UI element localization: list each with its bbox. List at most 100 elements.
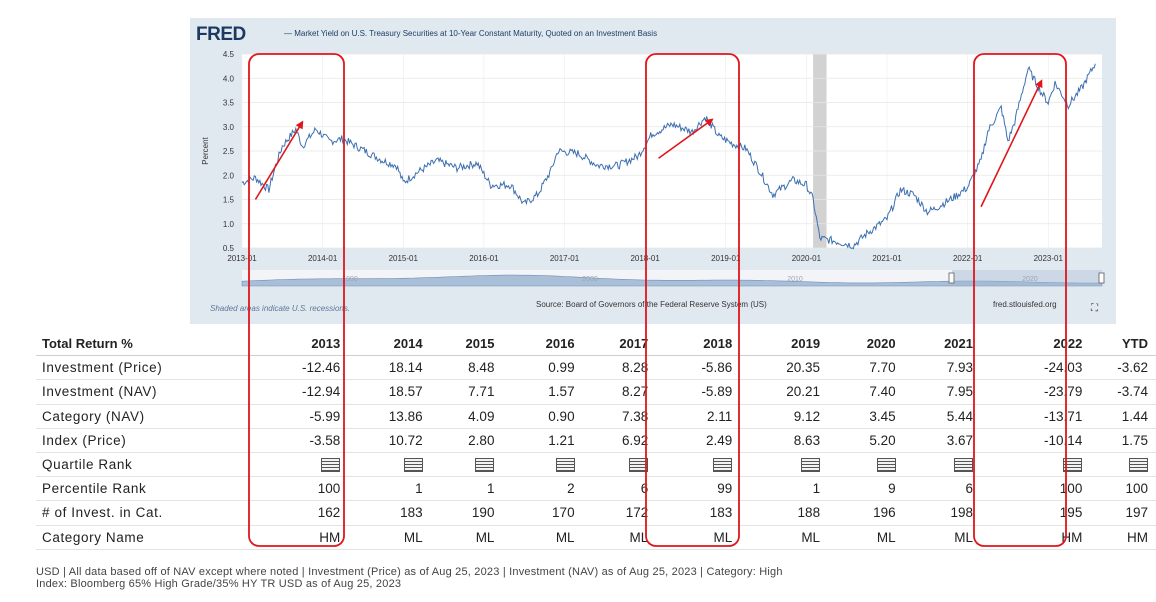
x-tick-label: 2020-01 — [792, 254, 822, 263]
fred-chart-panel: 0.5 1.0 1.5 2.0 2.5 3.0 3.5 4.0 4.5 2013-01 2014-0… — [190, 18, 1116, 324]
table-body: Investment (Price) -12.46 18.14 8.48 0.99 8.2… — [36, 355, 1156, 550]
overview-year-label: 1990 — [342, 276, 358, 283]
table-cell: 183 — [348, 500, 431, 526]
table-cell: 9.12 — [740, 404, 829, 429]
table-cell: 20.35 — [740, 355, 829, 381]
table-cell: 7.70 — [828, 355, 904, 381]
fred-chart-svg: 0.5 1.0 1.5 2.0 2.5 3.0 3.5 4.0 4.5 2013-01 2014-0… — [201, 50, 1105, 287]
quartile-rank-icon — [801, 457, 821, 472]
table-cell: 3.45 — [828, 404, 904, 429]
table-cell: 2.11 — [656, 404, 741, 429]
expand-icon[interactable]: ⛶ — [1091, 303, 1098, 314]
quartile-cell — [656, 452, 741, 478]
year-header-2021: 2021 — [903, 332, 981, 357]
row-label: Category Name — [36, 525, 255, 550]
table-cell: 2.49 — [656, 428, 741, 453]
fred-url-link[interactable]: fred.stlouisfed.org — [993, 300, 1057, 309]
table-cell: -24.03 — [980, 355, 1091, 381]
table-cell: -13.71 — [980, 404, 1091, 429]
quartile-cell — [903, 452, 981, 478]
table-cell: 197 — [1090, 500, 1156, 526]
table-cell: 13.86 — [348, 404, 431, 429]
total-return-header: Total Return % — [36, 332, 255, 357]
footnote: USD | All data based off of NAV except w… — [36, 566, 1154, 590]
row-label: Index (Price) — [36, 428, 255, 453]
table-row: Category (NAV) -5.99 13.86 4.09 0.90 7.38 2.11… — [36, 404, 1156, 429]
table-cell: 20.21 — [740, 379, 829, 405]
table-cell: ML — [656, 525, 741, 550]
x-tick-label: 2023-01 — [1034, 254, 1064, 263]
quartile-cell — [430, 452, 503, 478]
table-cell: 190 — [430, 500, 503, 526]
quartile-rank-icon — [1063, 457, 1083, 472]
y-tick-label: 2.0 — [223, 171, 235, 180]
table-cell: HM — [1090, 525, 1156, 550]
table-cell: 172 — [582, 500, 657, 526]
table-cell: 4.09 — [430, 404, 503, 429]
y-tick-label: 2.5 — [223, 147, 235, 156]
table-cell: -3.74 — [1090, 379, 1156, 405]
table-cell: -10.14 — [980, 428, 1091, 453]
quartile-rank-icon — [321, 457, 341, 472]
quartile-cell — [348, 452, 431, 478]
table-row: Index (Price) -3.58 10.72 2.80 1.21 6.92 2.49 8… — [36, 428, 1156, 453]
recession-note: Shaded areas indicate U.S. recessions. — [210, 304, 351, 313]
chart-series-title[interactable]: — Market Yield on U.S. Treasury Securiti… — [284, 29, 658, 38]
table-header-row: Total Return % 2013 2014 2015 2016 2017 2018 2… — [36, 332, 1156, 357]
row-label: Quartile Rank — [36, 452, 255, 478]
quartile-cell — [980, 452, 1091, 478]
table-cell: 100 — [1090, 476, 1156, 502]
quartile-cell — [828, 452, 904, 478]
table-cell: 1 — [348, 476, 431, 502]
y-tick-label: 4.5 — [223, 50, 235, 59]
table-cell: 7.40 — [828, 379, 904, 405]
x-tick-label: 2014-01 — [308, 254, 338, 263]
table-cell: -5.89 — [656, 379, 741, 405]
year-header-2014: 2014 — [348, 332, 431, 357]
table-cell: 1 — [430, 476, 503, 502]
table-cell: 196 — [828, 500, 904, 526]
year-header-2020: 2020 — [828, 332, 904, 357]
table-cell: 1.57 — [502, 379, 583, 405]
x-tick-label: 2013-01 — [227, 254, 257, 263]
table-row: Investment (Price) -12.46 18.14 8.48 0.99 8.2… — [36, 355, 1156, 381]
table-cell: -12.94 — [254, 379, 349, 405]
table-cell: 6.92 — [582, 428, 657, 453]
year-header-2019: 2019 — [740, 332, 829, 357]
table-row: Category Name HM ML ML ML ML ML ML ML ML HM HM — [36, 525, 1156, 550]
y-tick-label: 1.5 — [223, 196, 235, 205]
table-cell: 8.48 — [430, 355, 503, 381]
x-tick-label: 2015-01 — [389, 254, 419, 263]
table-row: Investment (NAV) -12.94 18.57 7.71 1.57 8.27-… — [36, 379, 1156, 405]
x-tick-label: 2016-01 — [469, 254, 499, 263]
table-cell: -23.79 — [980, 379, 1091, 405]
table-cell: 100 — [254, 476, 349, 502]
table-cell: 6 — [903, 476, 981, 502]
y-tick-label: 4.0 — [223, 74, 235, 83]
table-cell: 0.99 — [502, 355, 583, 381]
overview-year-label: 2020 — [1022, 276, 1038, 283]
overview-year-label: 2010 — [787, 276, 803, 283]
row-label: Investment (NAV) — [36, 379, 255, 405]
y-axis-label: Percent — [201, 136, 210, 164]
table-cell: 195 — [980, 500, 1091, 526]
row-label: Category (NAV) — [36, 404, 255, 429]
table-cell: ML — [430, 525, 503, 550]
table-cell: 188 — [740, 500, 829, 526]
fred-logo[interactable]: FRED — [196, 24, 246, 45]
table-cell: ML — [740, 525, 829, 550]
year-header-2018: 2018 — [656, 332, 741, 357]
x-tick-label: 2022-01 — [953, 254, 983, 263]
overview-year-label: 2000 — [582, 276, 598, 283]
table-cell: 1.44 — [1090, 404, 1156, 429]
quartile-rank-icon — [713, 457, 733, 472]
overview-left-handle[interactable] — [948, 272, 955, 284]
overview-right-handle[interactable] — [1098, 272, 1105, 284]
quartile-cell — [582, 452, 657, 478]
row-label: Percentile Rank — [36, 476, 255, 502]
table-cell: 7.38 — [582, 404, 657, 429]
quartile-rank-icon — [403, 457, 423, 472]
table-cell: 1.75 — [1090, 428, 1156, 453]
table-row: Percentile Rank 100 1 1 2 6 99 1 9 6 100 100 — [36, 476, 1156, 502]
table-cell: 162 — [254, 500, 349, 526]
